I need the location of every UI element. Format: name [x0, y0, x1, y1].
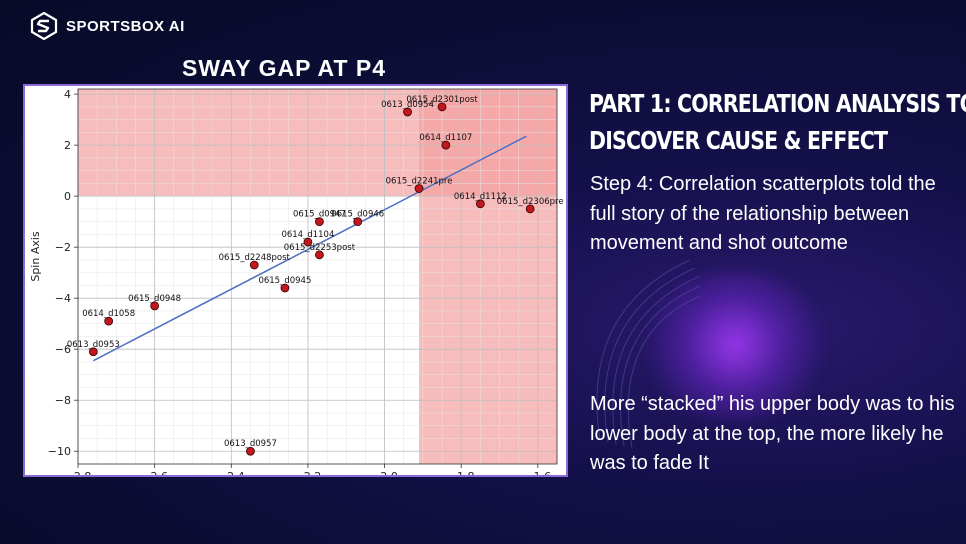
- data-point-label: 0613_d0957: [224, 439, 277, 449]
- data-point: [88, 347, 98, 357]
- data-point-label: 0615_d0946: [331, 210, 384, 220]
- data-point: [280, 283, 290, 293]
- y-tick-label: 0: [64, 190, 71, 203]
- sportsbox-logo-icon: [30, 12, 58, 40]
- x-tick-label: −1.8: [448, 470, 475, 475]
- decorative-arcs: [596, 259, 700, 449]
- y-tick-label: 4: [64, 88, 71, 101]
- data-point-label: 0615_d0947: [293, 210, 346, 220]
- step-description: Step 4: Correlation scatterplots told th…: [590, 173, 936, 254]
- scatter-chart: −2.8 −2.6 −2.4 −2.2 −2.0 −1.8 −1.6 4 2 0 −2 −4 −6 −8 −…: [23, 84, 568, 477]
- x-tick-label: −2.6: [141, 470, 168, 475]
- data-point: [475, 199, 485, 209]
- y-axis-label: Spin Axis: [29, 231, 42, 282]
- trend-line: [92, 135, 527, 362]
- data-point-label: 0615_d2253post: [284, 243, 356, 253]
- data-point: [414, 184, 424, 193]
- data-point: [353, 217, 363, 227]
- y-tick-label: −10: [48, 445, 71, 458]
- x-tick-label: −2.8: [65, 470, 92, 475]
- data-point: [437, 102, 447, 112]
- y-tick-label: −2: [55, 241, 71, 254]
- heading-line-1: PART 1: CORRELATION ANALYSIS TO: [589, 89, 966, 118]
- x-tick-label: −2.0: [371, 470, 398, 475]
- section-heading: PART 1: CORRELATION ANALYSIS TO DISCOVER…: [589, 85, 966, 159]
- data-point: [303, 237, 313, 247]
- data-point: [315, 250, 324, 260]
- data-point: [246, 446, 255, 456]
- x-tick-label: −1.6: [524, 470, 551, 475]
- data-point: [441, 140, 451, 150]
- data-point-label: 0614_d1107: [419, 133, 472, 143]
- data-point: [150, 301, 160, 311]
- data-point: [249, 260, 259, 270]
- y-tick-label: −6: [55, 343, 71, 356]
- data-point-label: 0614_d1058: [82, 309, 135, 319]
- x-tick-label: −2.4: [218, 470, 245, 475]
- chart-title: SWAY GAP AT P4: [182, 55, 387, 81]
- data-point-label: 0615_d0945: [258, 276, 311, 286]
- data-point: [104, 316, 114, 326]
- data-point-label: 0615_d0948: [128, 294, 181, 304]
- data-point-label: 0613_d0954: [381, 100, 434, 110]
- data-point-label: 0615_d2301post: [406, 95, 478, 105]
- heading-line-2: DISCOVER CAUSE & EFFECT: [589, 126, 888, 155]
- data-point: [403, 107, 412, 117]
- data-point-label: 0615_d2306pre: [497, 197, 564, 207]
- brand-name: SPORTSBOX AI: [66, 17, 185, 35]
- y-tick-label: −4: [55, 292, 71, 305]
- plot-frame: [77, 88, 558, 465]
- y-tick-label: −8: [55, 394, 71, 407]
- scatter-plot-svg: −2.8 −2.6 −2.4 −2.2 −2.0 −1.8 −1.6 4 2 0 −2 −4 −6 −8 −…: [29, 88, 564, 475]
- data-point-label: 0615_d2241pre: [386, 176, 453, 186]
- background-glow: [640, 270, 830, 420]
- data-point-label: 0615_d2248post: [219, 253, 291, 263]
- y-tick-label: 2: [64, 139, 71, 152]
- data-point: [525, 204, 535, 214]
- data-point: [315, 217, 324, 227]
- data-point-label: 0613_d0953: [67, 340, 120, 350]
- conclusion-text: More “stacked” his upper body was to his…: [590, 393, 955, 474]
- data-point-label: 0614_d1104: [281, 230, 334, 240]
- x-tick-label: −2.2: [295, 470, 322, 475]
- data-point-label: 0614_d1112: [454, 192, 507, 202]
- brand-logo: SPORTSBOX AI: [30, 12, 185, 40]
